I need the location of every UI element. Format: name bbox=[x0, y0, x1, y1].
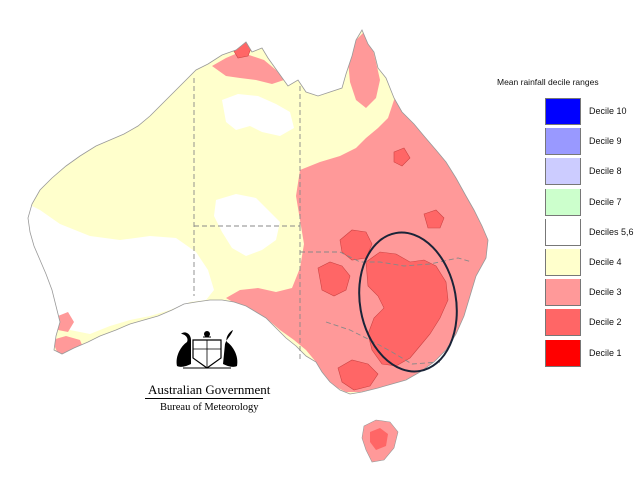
logo-divider bbox=[145, 398, 263, 399]
legend-swatch-0 bbox=[545, 98, 581, 125]
legend-swatch-3 bbox=[545, 188, 581, 216]
legend-label-4: Deciles 5,6 bbox=[589, 226, 634, 237]
decile2-central-nsw bbox=[365, 251, 449, 367]
decile56-central-pocket bbox=[222, 94, 294, 136]
highlight-ellipse bbox=[358, 231, 458, 373]
state-borders bbox=[193, 78, 473, 365]
decile3-wa-patch bbox=[58, 312, 74, 332]
legend-label-2: Decile 8 bbox=[589, 166, 622, 177]
decile2-inland-patch bbox=[317, 261, 351, 297]
legend-swatch-7 bbox=[545, 309, 581, 337]
legend-label-6: Decile 3 bbox=[589, 287, 622, 298]
legend-label-7: Decile 2 bbox=[589, 317, 622, 328]
decile3-top-end bbox=[212, 52, 284, 84]
coat-of-arms-icon bbox=[176, 330, 238, 369]
legend-swatch-1 bbox=[545, 128, 581, 156]
legend-swatch-8 bbox=[545, 339, 581, 367]
decile3-north-cape bbox=[348, 32, 380, 108]
decile2-victoria bbox=[337, 359, 379, 391]
decile2-qld-patch bbox=[423, 209, 445, 229]
decile56-interior-pocket bbox=[214, 194, 280, 256]
legend-swatch-2 bbox=[545, 158, 581, 186]
legend-title: Mean rainfall decile ranges bbox=[497, 77, 599, 87]
decile56-western-region bbox=[28, 200, 214, 334]
legend-label-0: Decile 10 bbox=[589, 106, 627, 116]
legend-label-5: Decile 4 bbox=[589, 257, 622, 267]
legend-swatch-6 bbox=[545, 279, 581, 307]
decile2-qld-north bbox=[393, 147, 411, 167]
legend-swatch-4 bbox=[545, 218, 581, 246]
legend-label-1: Decile 9 bbox=[589, 136, 622, 147]
government-name: Australian Government bbox=[148, 382, 271, 397]
legend-swatch-5 bbox=[545, 249, 581, 276]
legend-label-3: Decile 7 bbox=[589, 196, 622, 207]
bureau-name: Bureau of Meteorology bbox=[160, 402, 259, 413]
tasmania-decile2 bbox=[370, 428, 388, 450]
legend-label-8: Decile 1 bbox=[589, 347, 622, 358]
